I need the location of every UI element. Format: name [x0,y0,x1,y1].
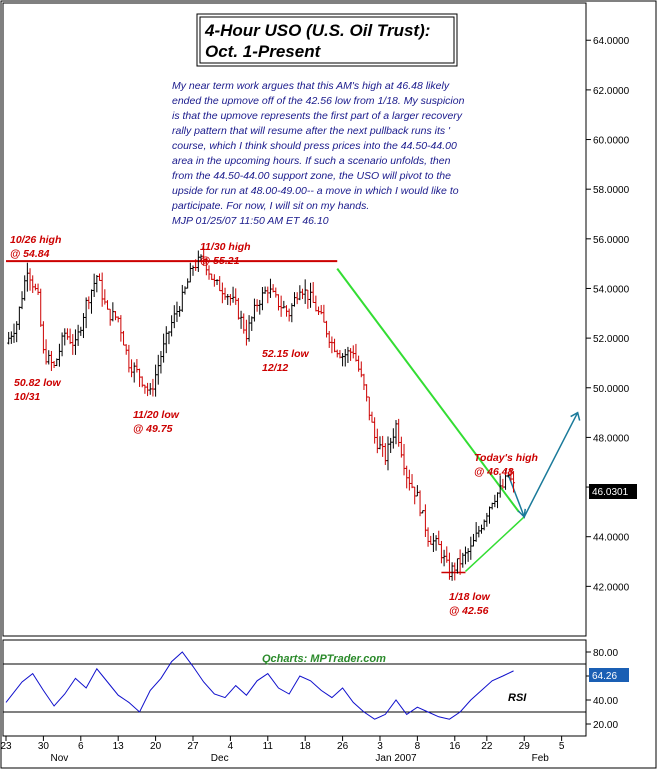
x-month-label: Feb [532,753,550,764]
rsi-value: 64.26 [592,671,617,682]
commentary-line: participate. For now, I will sit on my h… [171,200,369,212]
pullback-arrowhead [517,508,526,519]
trendlines [6,260,581,574]
rsi-value-badge [589,668,629,682]
x-tick-label: 5 [559,741,565,752]
x-tick-label: 30 [38,741,50,752]
x-tick-label: 29 [519,741,531,752]
rsi-y-tick-label: 80.00 [593,648,618,659]
x-tick-label: 6 [78,741,84,752]
annotation-dec12: 52.15 low 12/12 [262,348,310,374]
annotation-nov30-line2: @ 55.21 [200,255,240,267]
annotation-dec12-line2: 12/12 [262,362,288,374]
x-tick-label: 3 [377,741,383,752]
chart-credit: Qcharts: MPTrader.com [262,653,386,665]
title-box-inner [199,16,455,64]
x-axis: 23 30 6 13 20 27 4 11 18 26 3 8 16 22 29 5 Nov Dec Jan 200… [0,736,565,764]
rsi-series-line [5,651,514,720]
support-trend-line [464,516,525,573]
x-tick-label: 4 [228,741,234,752]
x-tick-label: 22 [481,741,493,752]
price-y-tick-label: 44.0000 [593,533,630,544]
commentary-line: course, which I think should press price… [172,140,457,152]
rsi-panel-frame [2,639,587,737]
x-tick-label: 13 [113,741,125,752]
annotation-nov30: 11/30 high @ 55.21 [200,241,251,267]
x-tick-label: 8 [415,741,421,752]
x-month-label: Nov [51,753,69,764]
annotation-oct31: 50.82 low 10/31 [14,377,62,403]
x-tick-label: 11 [263,741,274,752]
commentary-line: rally pattern that will resume after the… [172,125,451,137]
price-y-tick-label: 62.0000 [593,86,630,97]
price-y-axis: 42.000044.000046.000048.000050.000052.00… [586,36,630,593]
commentary-line: area in the upcoming hours. If such a sc… [172,155,451,167]
annotation-nov30-line1: 11/30 high [200,241,251,253]
annotation-jan18-line2: @ 42.56 [449,605,489,617]
x-tick-label: 23 [0,741,12,752]
annotation-oct31-line2: 10/31 [14,391,40,403]
rsi-y-tick-label: 20.00 [593,720,618,731]
chart-title-line2: Oct. 1-Present [205,42,322,61]
price-y-tick-label: 60.0000 [593,136,630,147]
price-y-tick-label: 64.0000 [593,36,630,47]
projection-arrowhead [570,411,581,421]
annotation-nov20-line1: 11/20 low [133,409,180,421]
commentary-line: My near term work argues that this AM's … [172,80,450,92]
price-y-tick-label: 42.0000 [593,582,630,593]
x-tick-label: 16 [449,741,461,752]
commentary-line: upside for run at 48.00-49.00-- a move i… [172,185,459,197]
x-tick-label: 20 [150,741,162,752]
price-y-tick-label: 58.0000 [593,185,630,196]
price-y-tick-label: 56.0000 [593,235,630,246]
chart-title-line1: 4-Hour USO (U.S. Oil Trust): [204,21,430,40]
commentary-block: My near term work argues that this AM's … [171,80,465,227]
last-price-value: 46.0301 [592,487,629,498]
rsi-label: RSI [508,692,527,704]
price-y-tick-label: 54.0000 [593,284,630,295]
annotation-today-line2: @ 46.48 [474,466,514,478]
title-box [196,13,458,67]
x-tick-label: 27 [187,741,199,752]
price-y-tick-label: 50.0000 [593,384,630,395]
annotation-oct26-line2: @ 54.84 [10,248,50,260]
annotation-nov20: 11/20 low @ 49.75 [133,409,180,435]
price-y-tick-label: 48.0000 [593,433,630,444]
x-month-label: Dec [211,753,229,764]
x-tick-label: 18 [300,741,312,752]
commentary-line: is that the upmove represents the first … [172,110,463,122]
price-y-tick-label: 52.0000 [593,334,630,345]
annotation-jan18-line1: 1/18 low [449,591,491,603]
annotation-nov20-line2: @ 49.75 [133,423,173,435]
rsi-line [5,651,514,720]
annotation-oct31-line1: 50.82 low [14,377,62,389]
annotation-jan18: 1/18 low @ 42.56 [449,591,491,617]
annotation-today: Today's high @ 46.48 [474,452,538,478]
x-tick-label: 26 [337,741,349,752]
x-month-label: Jan 2007 [375,753,417,764]
price-bars [7,246,516,581]
commentary-line: MJP 01/25/07 11:50 AM ET 46.10 [172,215,329,227]
annotation-oct26-line1: 10/26 high [10,234,61,246]
price-panel-frame [2,2,587,637]
annotation-oct26: 10/26 high @ 54.84 [10,234,61,260]
last-price-badge [589,484,637,499]
commentary-line: ended the upmove off of the 42.56 low fr… [172,95,465,107]
annotation-today-line1: Today's high [474,452,538,464]
rsi-y-tick-label: 40.00 [593,696,618,707]
price-bar [512,471,516,493]
commentary-line: from the 44.50-44.00 support zone, the U… [172,170,451,182]
downtrend-line [336,268,520,513]
annotation-dec12-line1: 52.15 low [262,348,310,360]
